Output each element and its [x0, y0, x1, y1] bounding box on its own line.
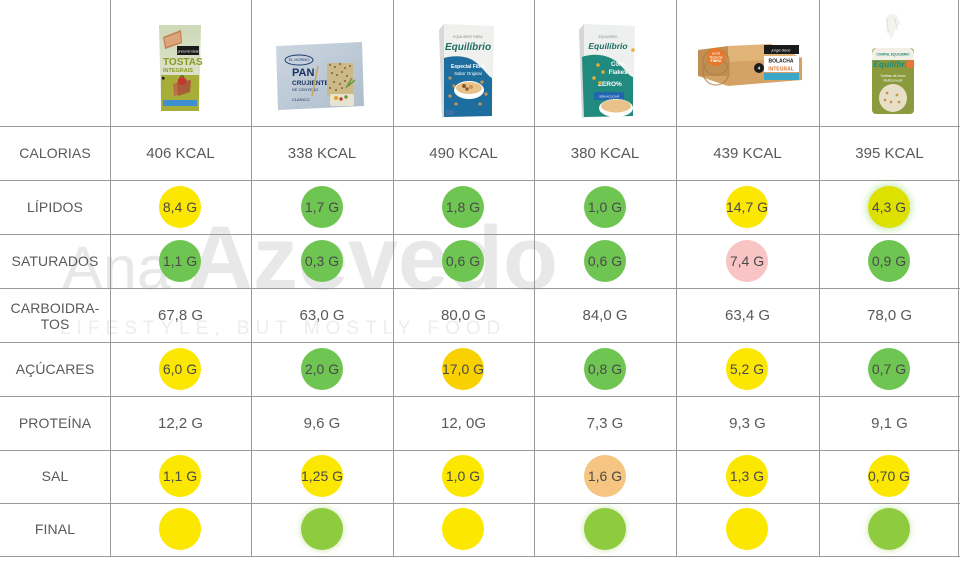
svg-text:TOSTAS: TOSTAS	[163, 57, 203, 68]
svg-text:jorge doce: jorge doce	[771, 48, 791, 53]
svg-text:INTEGRAIS: INTEGRAIS	[163, 68, 193, 74]
svg-text:EQUILIBRIO FIBRA: EQUILIBRIO FIBRA	[453, 35, 483, 39]
svg-text:INTEGRAL: INTEGRAL	[768, 67, 794, 73]
svg-text:CLASICO: CLASICO	[292, 97, 310, 102]
svg-text:EQUILIBRIO: EQUILIBRIO	[599, 35, 618, 39]
svg-text:CRUJIENTE: CRUJIENTE	[292, 80, 330, 87]
svg-text:BOLACHA: BOLACHA	[769, 59, 794, 65]
svg-text:Sabor Original: Sabor Original	[454, 71, 482, 76]
svg-text:EL HORNO: EL HORNO	[289, 57, 310, 62]
svg-text:ZERO%: ZERO%	[598, 81, 622, 88]
svg-text:SEM ACUCAR: SEM ACUCAR	[599, 95, 620, 99]
svg-text:COMPAL EQUILIBRIO: COMPAL EQUILIBRIO	[877, 53, 911, 57]
svg-text:Multicereais: Multicereais	[883, 79, 902, 83]
svg-text:Flakes: Flakes	[609, 70, 628, 76]
svg-text:Equilíbrio: Equilíbrio	[588, 41, 627, 51]
svg-text:FIBRA: FIBRA	[711, 59, 722, 63]
svg-text:Corn: Corn	[611, 62, 625, 68]
svg-text:presunto ideal: presunto ideal	[178, 50, 199, 54]
svg-text:Equilíbrio: Equilíbrio	[445, 42, 491, 53]
svg-text:Tortitas de Arroz: Tortitas de Arroz	[880, 74, 906, 78]
svg-text:PAN: PAN	[292, 67, 314, 79]
svg-text:Especial Fibra: Especial Fibra	[451, 64, 485, 70]
